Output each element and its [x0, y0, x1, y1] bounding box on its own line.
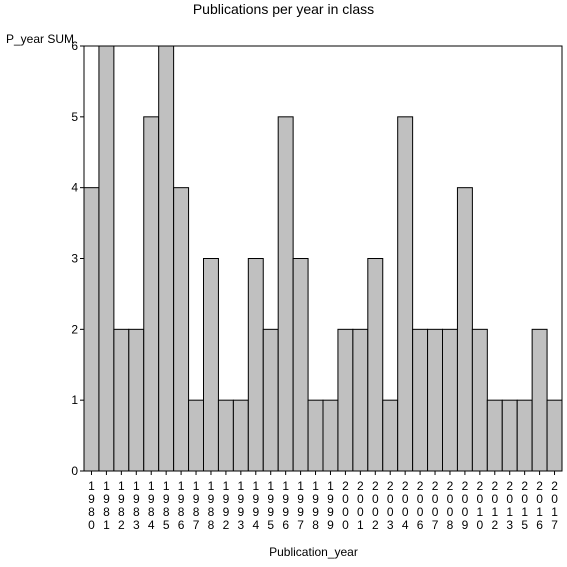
- y-tick-label: 0: [71, 464, 78, 478]
- bar-1996: [277, 116, 294, 472]
- bar-1992: [217, 399, 234, 472]
- y-axis-label: P_year SUM: [6, 32, 75, 46]
- bar-2004: [397, 116, 414, 472]
- y-axis: 0 1 2 3 4 5 6: [71, 39, 84, 478]
- bar-1997: [292, 258, 309, 472]
- bar-1980: [83, 187, 100, 472]
- bar-1982: [113, 328, 130, 472]
- y-tick-label: 4: [71, 181, 78, 195]
- bar-1987: [188, 399, 204, 472]
- y-tick-label: 5: [71, 110, 78, 124]
- bar-1984: [143, 116, 160, 472]
- chart-title: Publications per year in class: [192, 1, 375, 17]
- bar-1994: [247, 258, 264, 472]
- x-axis: 1 9 8 0 1 9 8 1 1 9 8 2 1 9 8 3 1 9 8 4 1 9 8 5 1 9 8 6 1 9 8 7 1 9 8 8 1 9 9 2…: [88, 471, 558, 532]
- bar-1995: [262, 328, 279, 472]
- bar-2015: [516, 399, 533, 472]
- bar-2017: [546, 399, 563, 472]
- bar-2010: [471, 328, 488, 472]
- bar-1981: [98, 45, 115, 472]
- bar-1986: [173, 187, 190, 472]
- bar-2013: [501, 399, 518, 472]
- bar-2000: [337, 328, 354, 472]
- bar-2007: [427, 328, 443, 472]
- bar-1993: [232, 399, 249, 472]
- bar-1998: [307, 399, 324, 472]
- bar-2016: [531, 328, 548, 472]
- bar-1999: [322, 399, 339, 472]
- bar-2009: [456, 187, 473, 472]
- bar-1985: [158, 45, 175, 472]
- bar-2002: [367, 258, 384, 472]
- bar-2001: [352, 328, 369, 472]
- x-axis-label: Publication_year: [269, 545, 358, 559]
- bar-2006: [412, 328, 429, 472]
- bar-1988: [203, 258, 219, 472]
- bar-2003: [382, 399, 399, 472]
- y-tick-label: 1: [71, 393, 78, 407]
- y-tick-label: 6: [71, 39, 78, 53]
- bar-1983: [128, 328, 145, 472]
- y-tick-label: 2: [71, 322, 78, 336]
- bar-2012: [486, 399, 503, 472]
- y-tick-label: 3: [71, 252, 78, 266]
- bar-2008: [442, 328, 458, 472]
- bars-group: [83, 45, 563, 472]
